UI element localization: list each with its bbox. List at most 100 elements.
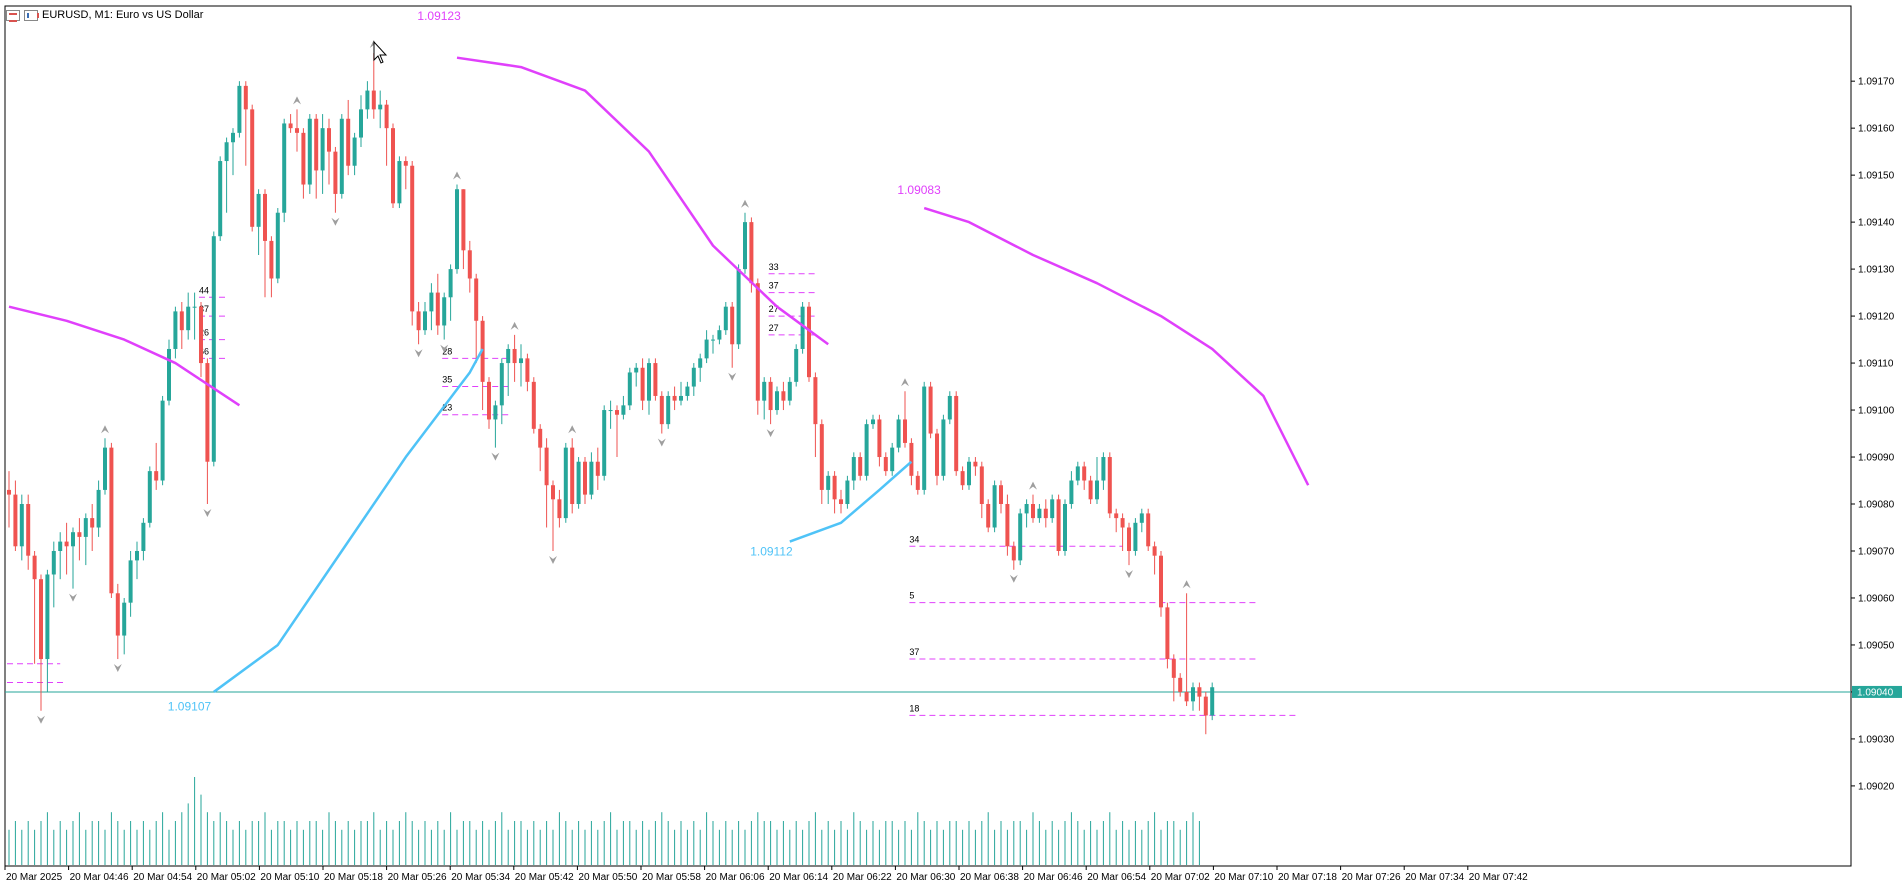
candle-body — [877, 419, 882, 458]
candle-body — [544, 447, 549, 486]
fractal-down-icon — [1009, 574, 1018, 583]
current-price-badge — [1852, 685, 1902, 698]
candle-body — [1184, 691, 1189, 702]
candle-body — [1139, 513, 1144, 523]
candle-body — [90, 518, 95, 528]
candle-body — [397, 161, 402, 204]
candle-body — [39, 579, 43, 660]
ma-lower-line — [789, 460, 913, 543]
candle-body — [1178, 677, 1183, 692]
ma-price-label: 1.09123 — [417, 9, 461, 23]
candle-body — [1031, 504, 1035, 519]
candle-body — [531, 381, 536, 429]
candle-body — [839, 499, 843, 505]
fractal-up-icon — [1182, 580, 1191, 589]
candle-body — [1095, 480, 1099, 500]
x-tick-label: 20 Mar 05:42 — [515, 872, 574, 883]
candle-body — [557, 499, 562, 519]
candle-body — [1011, 546, 1016, 561]
candle-body — [1107, 457, 1112, 514]
x-tick-label: 20 Mar 04:46 — [70, 872, 129, 883]
chart-properties-icon[interactable] — [24, 9, 39, 21]
candle-body — [455, 189, 459, 270]
x-tick-label: 20 Mar 06:30 — [896, 872, 955, 883]
candle-body — [576, 461, 581, 505]
candle-body — [199, 306, 203, 364]
candle-body — [333, 151, 338, 194]
candle-body — [71, 532, 75, 547]
ma-upper-line — [456, 56, 829, 346]
fractal-up-icon — [568, 425, 577, 434]
candle-body — [282, 123, 287, 213]
candle-body — [1171, 659, 1176, 678]
fractal-up-icon — [101, 425, 109, 434]
y-tick-label: 1.09080 — [1858, 500, 1895, 511]
fractal-down-icon — [414, 349, 423, 358]
candle-body — [506, 348, 511, 364]
y-tick-label: 1.09160 — [1858, 124, 1895, 135]
candle-body — [1082, 466, 1087, 481]
y-tick-label: 1.09020 — [1858, 781, 1895, 792]
plot-frame — [4, 5, 1852, 867]
candle-body — [659, 395, 664, 425]
x-tick-label: 20 Mar 05:10 — [260, 872, 319, 883]
candle-body — [288, 123, 293, 129]
candle-body — [755, 283, 760, 401]
ma-lower-line — [213, 348, 484, 693]
fractal-down-icon — [549, 555, 557, 564]
candle-body — [890, 447, 895, 472]
candle-body — [1018, 513, 1023, 561]
candle-body — [691, 367, 696, 387]
candle-body — [794, 348, 799, 382]
candle-body — [211, 236, 216, 462]
mouse-cursor-icon — [373, 40, 388, 64]
candle-body — [1069, 480, 1074, 505]
fractal-down-icon — [491, 452, 500, 461]
candle-body — [7, 489, 11, 495]
y-tick-label: 1.09140 — [1858, 218, 1895, 229]
candle-body — [858, 457, 863, 476]
candle-body — [391, 128, 395, 204]
x-tick-label: 20 Mar 06:46 — [1024, 872, 1083, 883]
candle-body — [730, 306, 735, 345]
candle-body — [903, 419, 907, 443]
candle-body — [77, 532, 82, 537]
fractal-down-icon — [657, 438, 666, 447]
candle-body — [589, 461, 594, 495]
y-tick-label: 1.09100 — [1858, 406, 1895, 417]
y-tick-label: 1.09110 — [1858, 359, 1894, 370]
candle-body — [608, 410, 613, 412]
candle-body — [1024, 504, 1029, 514]
candle-body — [768, 381, 773, 411]
candle-body — [205, 363, 210, 462]
fractal-down-icon — [331, 217, 340, 226]
candle-body — [243, 85, 248, 110]
candle-body — [115, 593, 120, 636]
candle-body — [602, 410, 607, 476]
candle-body — [960, 471, 965, 486]
fractal-down-icon — [113, 664, 122, 673]
x-tick-label: 20 Mar 06:06 — [706, 872, 765, 883]
candle-body — [1037, 508, 1042, 519]
candle-body — [410, 165, 415, 312]
level-label: 34 — [909, 534, 919, 544]
current-price-label: 1.09040 — [1857, 687, 1894, 698]
candle-body — [583, 461, 587, 495]
y-tick-label: 1.09130 — [1858, 265, 1895, 276]
candle-body — [1114, 513, 1119, 519]
candle-body — [1133, 522, 1138, 551]
candle-body — [96, 489, 101, 528]
candle-body — [973, 461, 978, 467]
candle-body — [487, 381, 491, 420]
candle-body — [1165, 607, 1170, 660]
candle-body — [647, 363, 651, 401]
candle-body — [1056, 499, 1061, 551]
candle-body — [224, 142, 229, 162]
candle-body — [1146, 513, 1151, 547]
candle-body — [525, 358, 530, 382]
chart-window-icon[interactable] — [6, 9, 20, 22]
ma-price-label: 1.09083 — [897, 183, 941, 197]
candle-body — [1152, 546, 1157, 556]
candle-body — [269, 240, 274, 279]
